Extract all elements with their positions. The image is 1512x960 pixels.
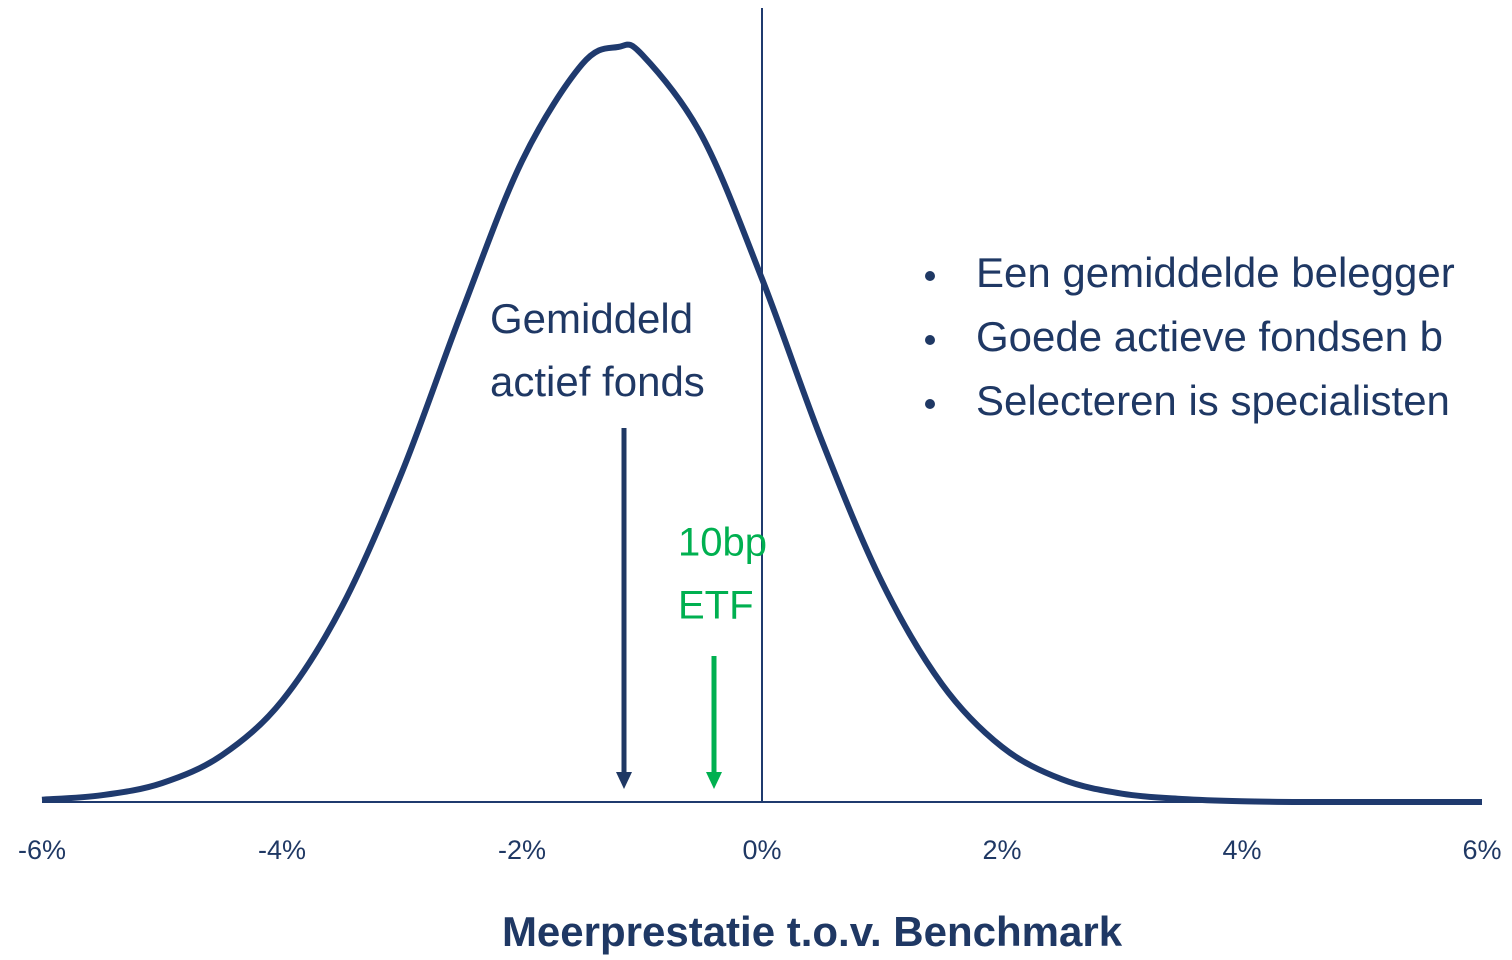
annotation-text: actief fonds: [490, 358, 705, 405]
bullet-text: Een gemiddelde belegger: [976, 249, 1455, 296]
bullet-text: Goede actieve fondsen b: [976, 313, 1443, 360]
bullet-dot: [925, 271, 935, 281]
x-tick-label: -6%: [18, 835, 66, 865]
bullet-text: Selecteren is specialisten: [976, 377, 1450, 424]
annotation-text: 10bp: [678, 521, 767, 565]
x-tick-label: 2%: [982, 835, 1021, 865]
x-tick-label: 4%: [1222, 835, 1261, 865]
x-tick-label: 0%: [742, 835, 781, 865]
annotation-text: ETF: [678, 584, 754, 628]
arrow-head: [616, 772, 632, 789]
x-tick-label: -4%: [258, 835, 306, 865]
bullet-dot: [925, 335, 935, 345]
annotation-text: Gemiddeld: [490, 295, 693, 342]
distribution-curve: [41, 41, 1482, 806]
bullet-dot: [925, 399, 935, 409]
chart-title: Meerprestatie t.o.v. Benchmark: [502, 908, 1123, 955]
arrow-head: [706, 772, 722, 789]
x-tick-label: 6%: [1462, 835, 1501, 865]
x-tick-label: -2%: [498, 835, 546, 865]
